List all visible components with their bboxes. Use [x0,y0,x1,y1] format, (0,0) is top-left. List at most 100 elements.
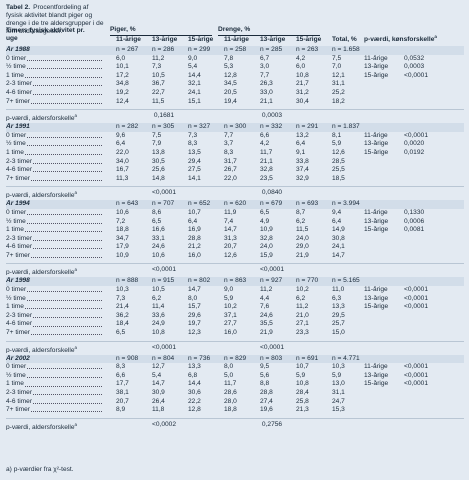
n-count: n = 770 [296,277,319,285]
n-count: n = 1.837 [332,123,360,131]
cell: 21,1 [260,97,273,105]
p-age-row: p-værdi, aldersforskellea <0,0001 <0,0001 [6,263,464,275]
cell: 12,8 [188,406,201,414]
cell: 6,4 [296,140,306,148]
row-label: ½ time [6,63,110,72]
n-count: n = 707 [152,200,175,208]
cell: 22,0 [116,148,129,156]
cell: 25,6 [152,166,165,174]
cell: 12,8 [224,71,237,79]
row-label-text: 4-6 timer [6,397,34,405]
cell: 24,9 [152,320,165,328]
cell: 7,4 [224,217,234,225]
p-gender-group: 13-årige [364,294,389,302]
cell: 5,9 [296,371,306,379]
cell: 30,4 [296,97,309,105]
data-row: 0 timer 10,6 8,6 10,7 11,9 6,5 8,7 9,4 11-årige 0… [6,208,464,218]
age-header: 15-årige [188,36,214,43]
boys-header: Drenge, % 11-årige 13-årige 15-årige [218,26,326,44]
cell: 7,8 [224,54,234,62]
p-gender-value: 0,1330 [404,208,425,216]
cell: 4,4 [260,294,270,302]
n-count: n = 643 [116,200,139,208]
cell: 25,7 [332,320,345,328]
cell: 16,9 [188,226,201,234]
data-row: ½ time 10,1 7,3 5,4 5,3 3,0 6,0 7,0 13-årige 0,00… [6,63,464,72]
cell: 31,3 [224,234,237,242]
cell: 30,6 [188,389,201,396]
row-label-text: ½ time [6,371,27,379]
cell: 11,2 [296,303,309,311]
cell: 4,2 [260,140,270,148]
cell: 13,3 [332,303,345,311]
cell: 18,2 [332,97,345,105]
p-age-value: <0,0001 [151,189,177,197]
p-age-label-text: p-værdi, aldersforskelle [6,269,75,276]
data-row: 4-6 timer 18,4 24,9 19,7 27,7 35,5 27,1 25,7 [6,320,464,329]
row-label-text: 4-6 timer [6,88,34,96]
cell: 21,9 [260,329,273,337]
cell: 29,5 [332,311,345,319]
row-label-text: 1 time [6,303,25,311]
cell: 32,8 [260,166,273,174]
cell: 7,7 [260,71,270,79]
cell: 27,7 [224,320,237,328]
year: År 1988 [6,46,30,53]
cell: 24,0 [296,234,309,242]
p-age-value: <0,0001 [259,343,285,351]
cell: 13,0 [332,380,345,388]
cell: 7,0 [332,63,342,71]
cell: 27,4 [260,397,273,405]
cell: 12,7 [152,363,165,371]
cell: 24,0 [260,243,273,251]
cell: 7,5 [332,54,342,62]
data-row: 7+ timer 6,5 10,8 12,3 16,0 21,9 23,3 15,0 [6,329,464,338]
p-gender-group: 11-årige [364,54,388,62]
p-age-note: a [74,113,78,119]
cell: 38,1 [116,389,129,396]
data-row: ½ time 7,3 6,2 8,0 5,9 4,4 6,2 6,3 13-årige <0,00… [6,294,464,304]
cell: 9,6 [116,131,126,139]
cell: 7,2 [116,217,126,225]
cell: 8,1 [332,131,342,139]
age-header: 13-årige [152,36,178,43]
data-row: 1 time 17,7 14,7 14,4 11,7 8,8 10,8 13,0 15-årig… [6,380,464,389]
p-gender-value: 0,0003 [404,63,425,71]
cell: 17,2 [116,71,129,79]
row-label: 2-3 timer [6,157,110,167]
row-label-text: ½ time [6,140,27,148]
boys-title: Drenge, % [218,26,320,36]
cell: 10,9 [260,226,273,234]
n-count: n = 267 [116,46,139,53]
p-gender-value: <0,0001 [404,71,429,79]
age-headers: 11-årige 13-årige 15-årige [110,36,218,44]
data-row: 0 timer 9,6 7,5 7,3 7,7 6,6 13,2 8,1 11-årige <0,… [6,131,464,141]
cell: 30,5 [152,157,165,165]
row-label: 0 timer [6,131,110,141]
data-row: 0 timer 8,3 12,7 13,3 8,0 9,5 10,7 10,3 11-årige… [6,363,464,372]
cell: 12,4 [116,97,129,105]
row-label-text: 2-3 timer [6,157,34,165]
cell: 7,3 [152,63,162,71]
cell: 30,9 [152,389,165,396]
cell: 28,6 [224,389,237,396]
year-row: År 1988 n = 267 n = 286 n = 299 n = 258 n = 2… [6,46,464,55]
age-headers: 11-årige 13-årige 15-årige [218,36,326,44]
row-label-text: 1 time [6,71,25,79]
cell: 10,2 [224,303,237,311]
cell: 11,8 [152,406,165,414]
row-label: 0 timer [6,286,110,295]
n-count: n = 908 [116,354,139,362]
cell: 10,6 [116,208,129,216]
cell: 6,3 [332,294,342,302]
cell: 10,5 [152,286,165,294]
cell: 13,5 [188,148,201,156]
cell: 16,6 [152,226,165,234]
cell: 21,7 [296,80,309,88]
cell: 19,7 [188,320,201,328]
row-label-text: ½ time [6,294,27,302]
n-count: n = 263 [296,46,319,53]
cell: 14,4 [188,380,201,388]
data-row: 2-3 timer 34,0 30,5 29,4 31,7 21,1 33,8 28,5 [6,157,464,167]
